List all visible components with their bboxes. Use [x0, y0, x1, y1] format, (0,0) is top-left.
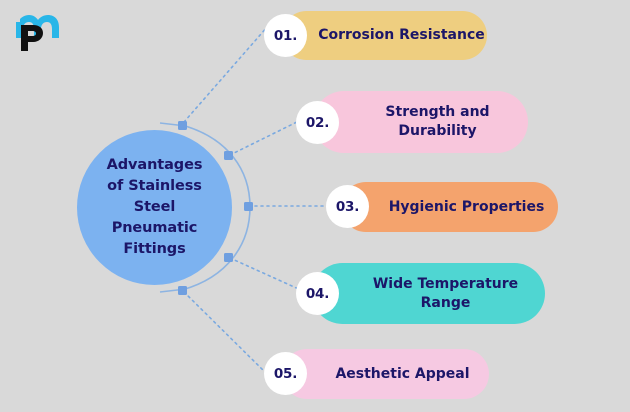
arc-node-5 [178, 286, 187, 295]
item-badge-5[interactable]: 05. [264, 352, 307, 395]
item-number-5: 05. [273, 365, 298, 382]
item-pill-2[interactable]: Strength and Durability [313, 91, 528, 153]
hub-title: Advantages of Stainless Steel Pneumatic … [106, 156, 203, 258]
item-number-3: 03. [335, 198, 360, 215]
arc-node-1 [178, 121, 187, 130]
item-label-2: Strength and Durability [385, 104, 490, 139]
leader-line-1 [183, 25, 269, 123]
item-label-1: Corrosion Resistance [318, 27, 485, 44]
arc-node-4 [224, 253, 233, 262]
leader-line-2 [229, 117, 306, 156]
leader-line-5 [183, 291, 269, 376]
item-pill-5[interactable]: Aesthetic Appeal [282, 349, 489, 399]
item-pill-1[interactable]: Corrosion Resistance [282, 11, 487, 60]
item-badge-3[interactable]: 03. [326, 185, 369, 228]
item-label-3: Hygienic Properties [388, 198, 545, 215]
item-number-1: 01. [273, 27, 298, 44]
item-number-4: 04. [305, 285, 330, 302]
item-badge-4[interactable]: 04. [296, 272, 339, 315]
item-pill-3[interactable]: Hygienic Properties [341, 182, 558, 232]
arc-node-2 [224, 151, 233, 160]
item-pill-4[interactable]: Wide Temperature Range [312, 263, 545, 324]
item-label-5: Aesthetic Appeal [335, 365, 470, 382]
hub-circle: Advantages of Stainless Steel Pneumatic … [77, 130, 232, 285]
brand-logo-icon [14, 10, 60, 52]
item-label-4: Wide Temperature Range [372, 275, 519, 311]
item-badge-1[interactable]: 01. [264, 14, 307, 57]
leader-line-4 [229, 257, 304, 292]
item-badge-2[interactable]: 02. [296, 101, 339, 144]
arc-node-3 [244, 202, 253, 211]
item-number-2: 02. [305, 114, 330, 131]
